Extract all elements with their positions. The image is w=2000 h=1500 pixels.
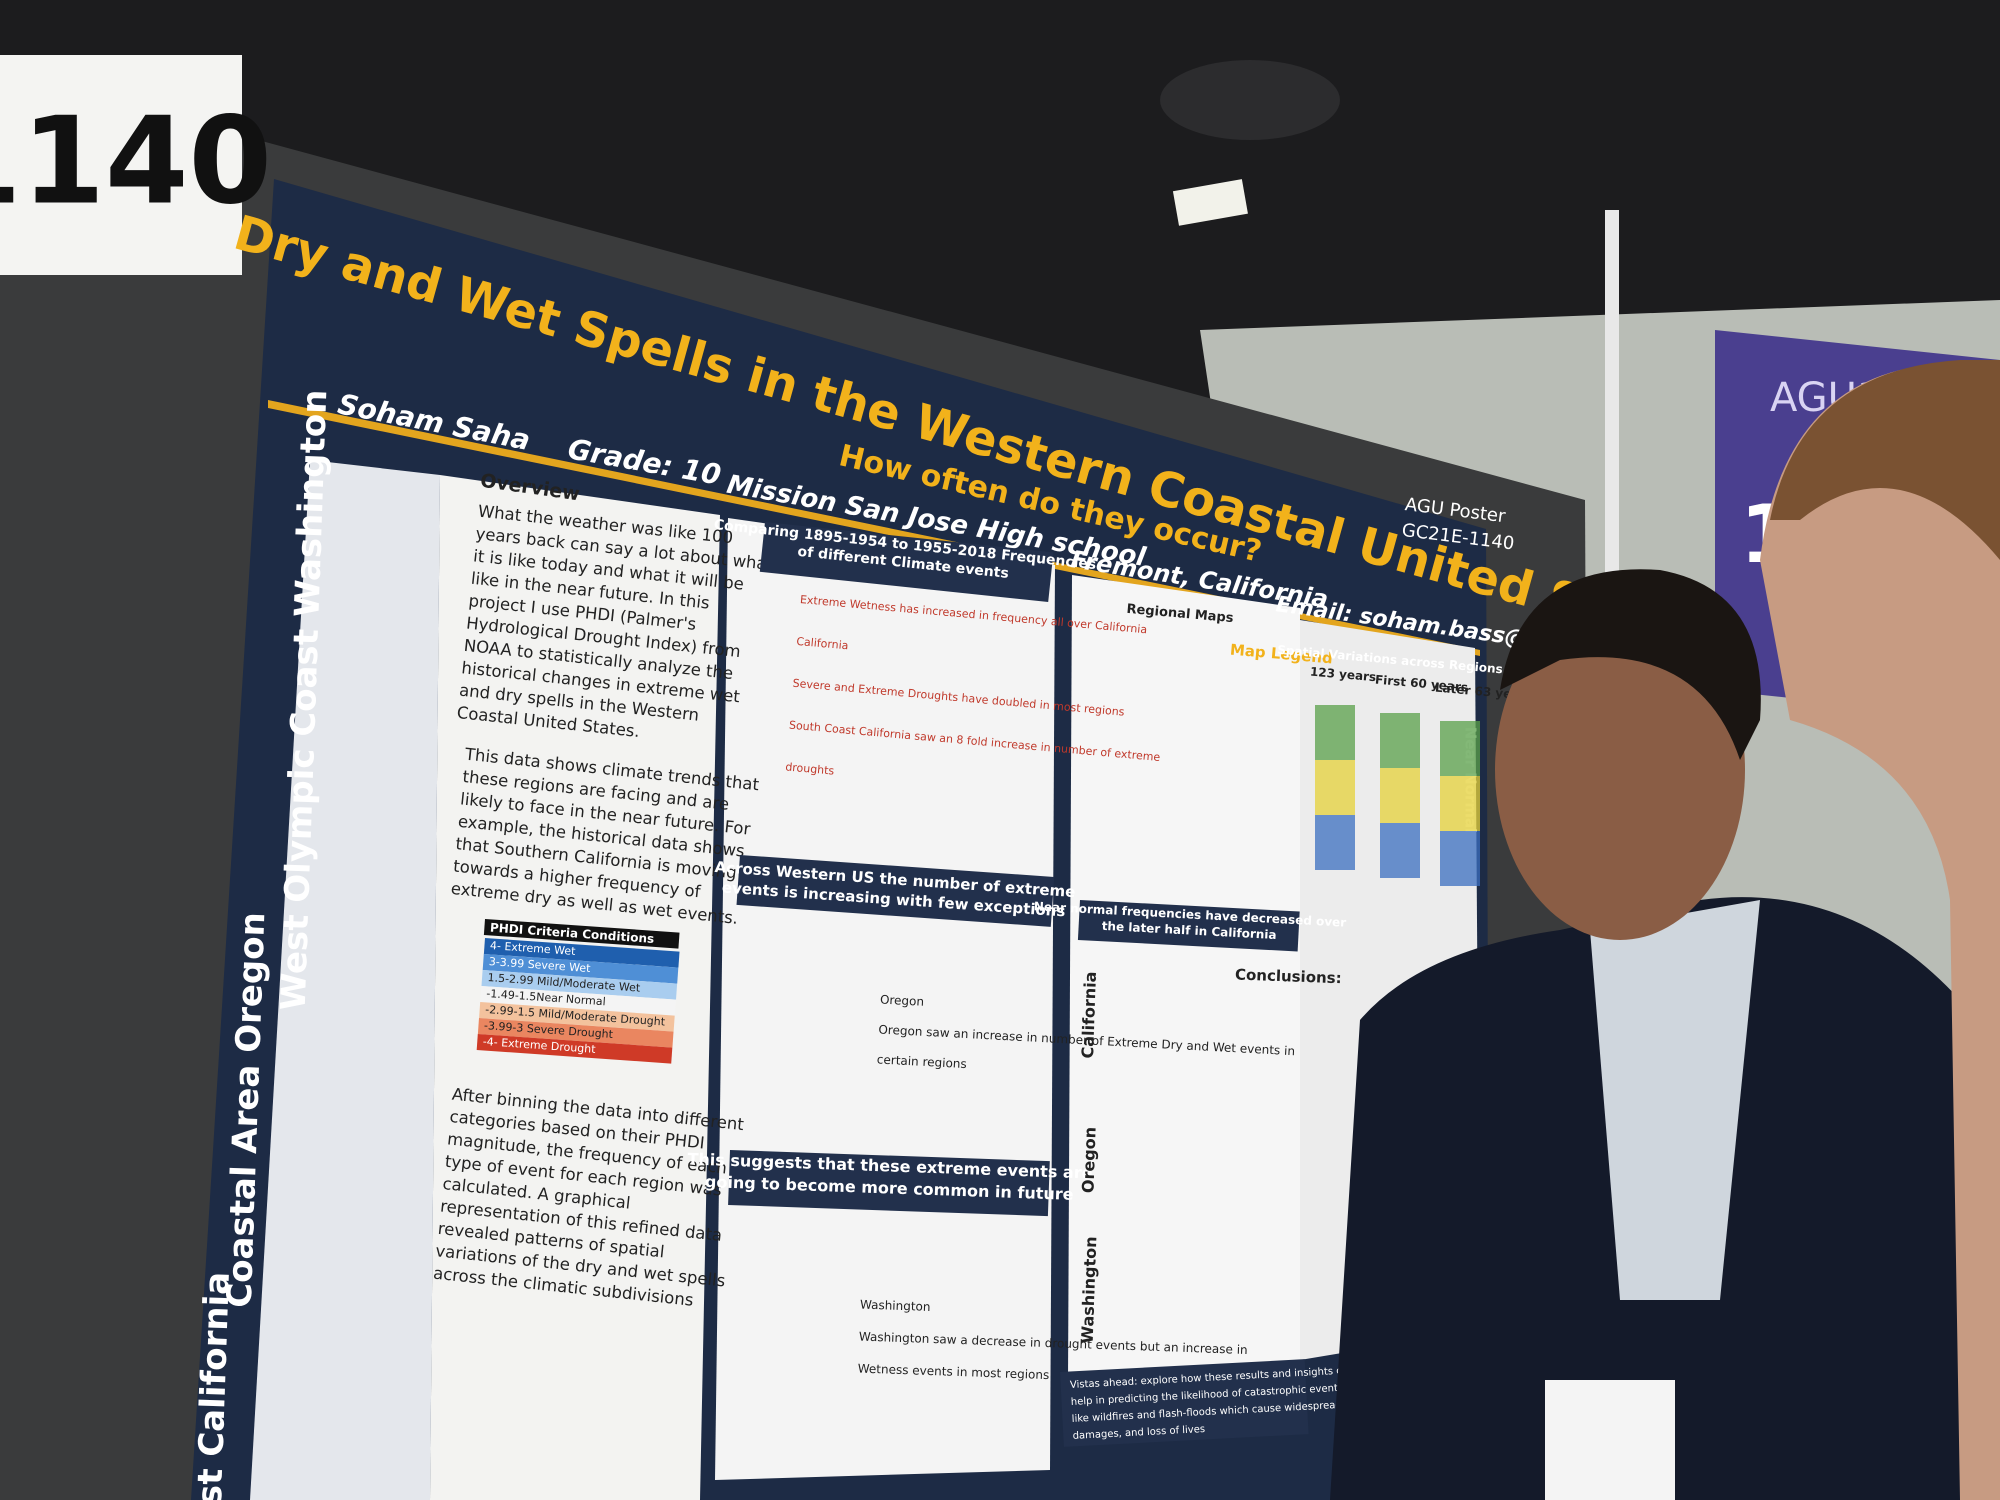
legend-swatch [481,970,678,1000]
side-label: est California [189,1271,238,1500]
spatial-column: 123 years [1309,665,1376,685]
legend-swatch [482,954,679,984]
map-thumbnail-band [1380,823,1420,878]
washington-note: Wetness events in most regions [858,1361,1050,1382]
state-label: California [1078,971,1100,1059]
state-label: Washington [1078,1236,1101,1344]
legend-swatch [480,985,676,1016]
heatmap-panel [250,460,440,1500]
legend-swatch [483,938,680,968]
map-thumbnail-band [1440,831,1480,886]
section-header-bg [1077,900,1300,952]
section-header-bg [736,854,1055,927]
maps-panel [1068,575,1300,1380]
second-person-hair [1770,360,2000,560]
legend-swatch [479,1002,675,1032]
map-thumbnail-band [1315,815,1355,870]
map-thumbnail-band [1380,713,1420,768]
booth-sign [0,55,242,275]
middle-panel [715,518,1055,1480]
map-thumbnail-band [1440,721,1480,776]
oregon-note: Oregon [880,993,925,1009]
section-header-bg [728,1149,1050,1217]
booth-number: 1140 [0,93,272,232]
person-shirt [1590,900,1760,1300]
ceiling-vent [1160,60,1340,140]
map-thumbnail-band [1380,768,1420,823]
second-person-face [1760,360,2000,1500]
oregon-note: certain regions [877,1052,968,1071]
california-note: California [796,635,849,653]
person-hair [1500,569,1761,760]
person-face [1495,600,1745,940]
legend-swatch [476,1033,673,1064]
ceiling-light [1172,179,1248,226]
section-header-bg [1060,1359,1309,1447]
map-thumbnail-band [1315,705,1355,760]
legend-head-bg [483,919,680,949]
washington-note: Washington [860,1298,931,1314]
california-note: droughts [785,760,835,777]
map-thumbnail-band [1315,760,1355,815]
section-header-bg [759,522,1054,603]
state-label: Oregon [1078,1127,1099,1194]
map-thumbnail-band [1440,776,1480,831]
conclusions: Conclusions: [1235,966,1342,988]
badge [1545,1380,1675,1500]
legend-label: 4- Extreme Wet [490,939,577,958]
legend-swatch [477,1018,674,1048]
